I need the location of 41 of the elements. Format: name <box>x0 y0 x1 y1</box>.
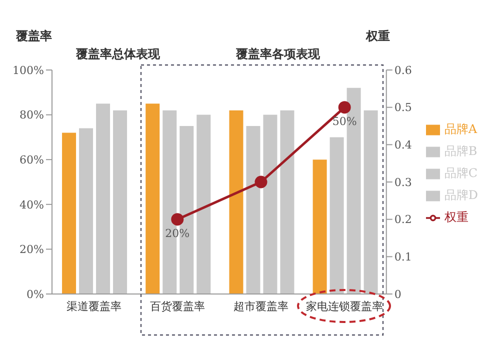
text: 覆盖率各项表现 <box>236 46 320 63</box>
bar <box>364 110 378 294</box>
y2-tick-label: 0.6 <box>394 64 412 77</box>
bar <box>196 114 211 294</box>
bar <box>280 110 294 294</box>
y2-tick-label: 0 <box>394 288 402 301</box>
point <box>171 213 184 226</box>
text: 覆盖率总体表现 <box>76 46 160 63</box>
data-label: 50% <box>332 115 357 128</box>
x-tick-label: 百货覆盖率 <box>150 300 205 313</box>
point <box>254 176 268 188</box>
bar <box>146 104 160 294</box>
y-tick-label: 0% <box>26 288 44 301</box>
bar <box>312 160 327 294</box>
x-tick-label: 渠道覆盖率 <box>66 300 122 313</box>
bar <box>96 104 110 294</box>
point <box>338 101 351 114</box>
y-tick-label: 60% <box>20 154 44 167</box>
y-tick-label: 100% <box>12 64 44 77</box>
y2-tick-label: 0.2 <box>394 213 412 226</box>
data-label: 20% <box>165 227 190 240</box>
bar <box>229 110 244 294</box>
bar <box>246 126 260 294</box>
bar <box>113 110 128 294</box>
y2-tick-label: 0.1 <box>394 250 412 264</box>
y2-tick-label: 0.4 <box>394 138 412 152</box>
y-tick-label: 80% <box>20 108 44 122</box>
y2-tick-label: 0.5 <box>394 101 412 114</box>
bar <box>79 128 94 294</box>
bar <box>62 132 76 294</box>
legend-label: 品牌A <box>444 122 478 136</box>
y-axis-title: 覆盖率 <box>16 28 52 45</box>
y2-axis-title: 权重 <box>366 28 390 45</box>
bar <box>330 137 344 294</box>
x-tick-label: 超市覆盖率 <box>233 300 288 313</box>
y-tick-label: 40% <box>20 198 44 212</box>
y-tick-label: 20% <box>20 243 44 256</box>
bar <box>263 114 278 294</box>
x-tick-label: 家电连锁覆盖率 <box>306 300 384 313</box>
legend-label: 权重 <box>444 210 468 224</box>
y2-tick-label: 0.3 <box>394 176 412 189</box>
